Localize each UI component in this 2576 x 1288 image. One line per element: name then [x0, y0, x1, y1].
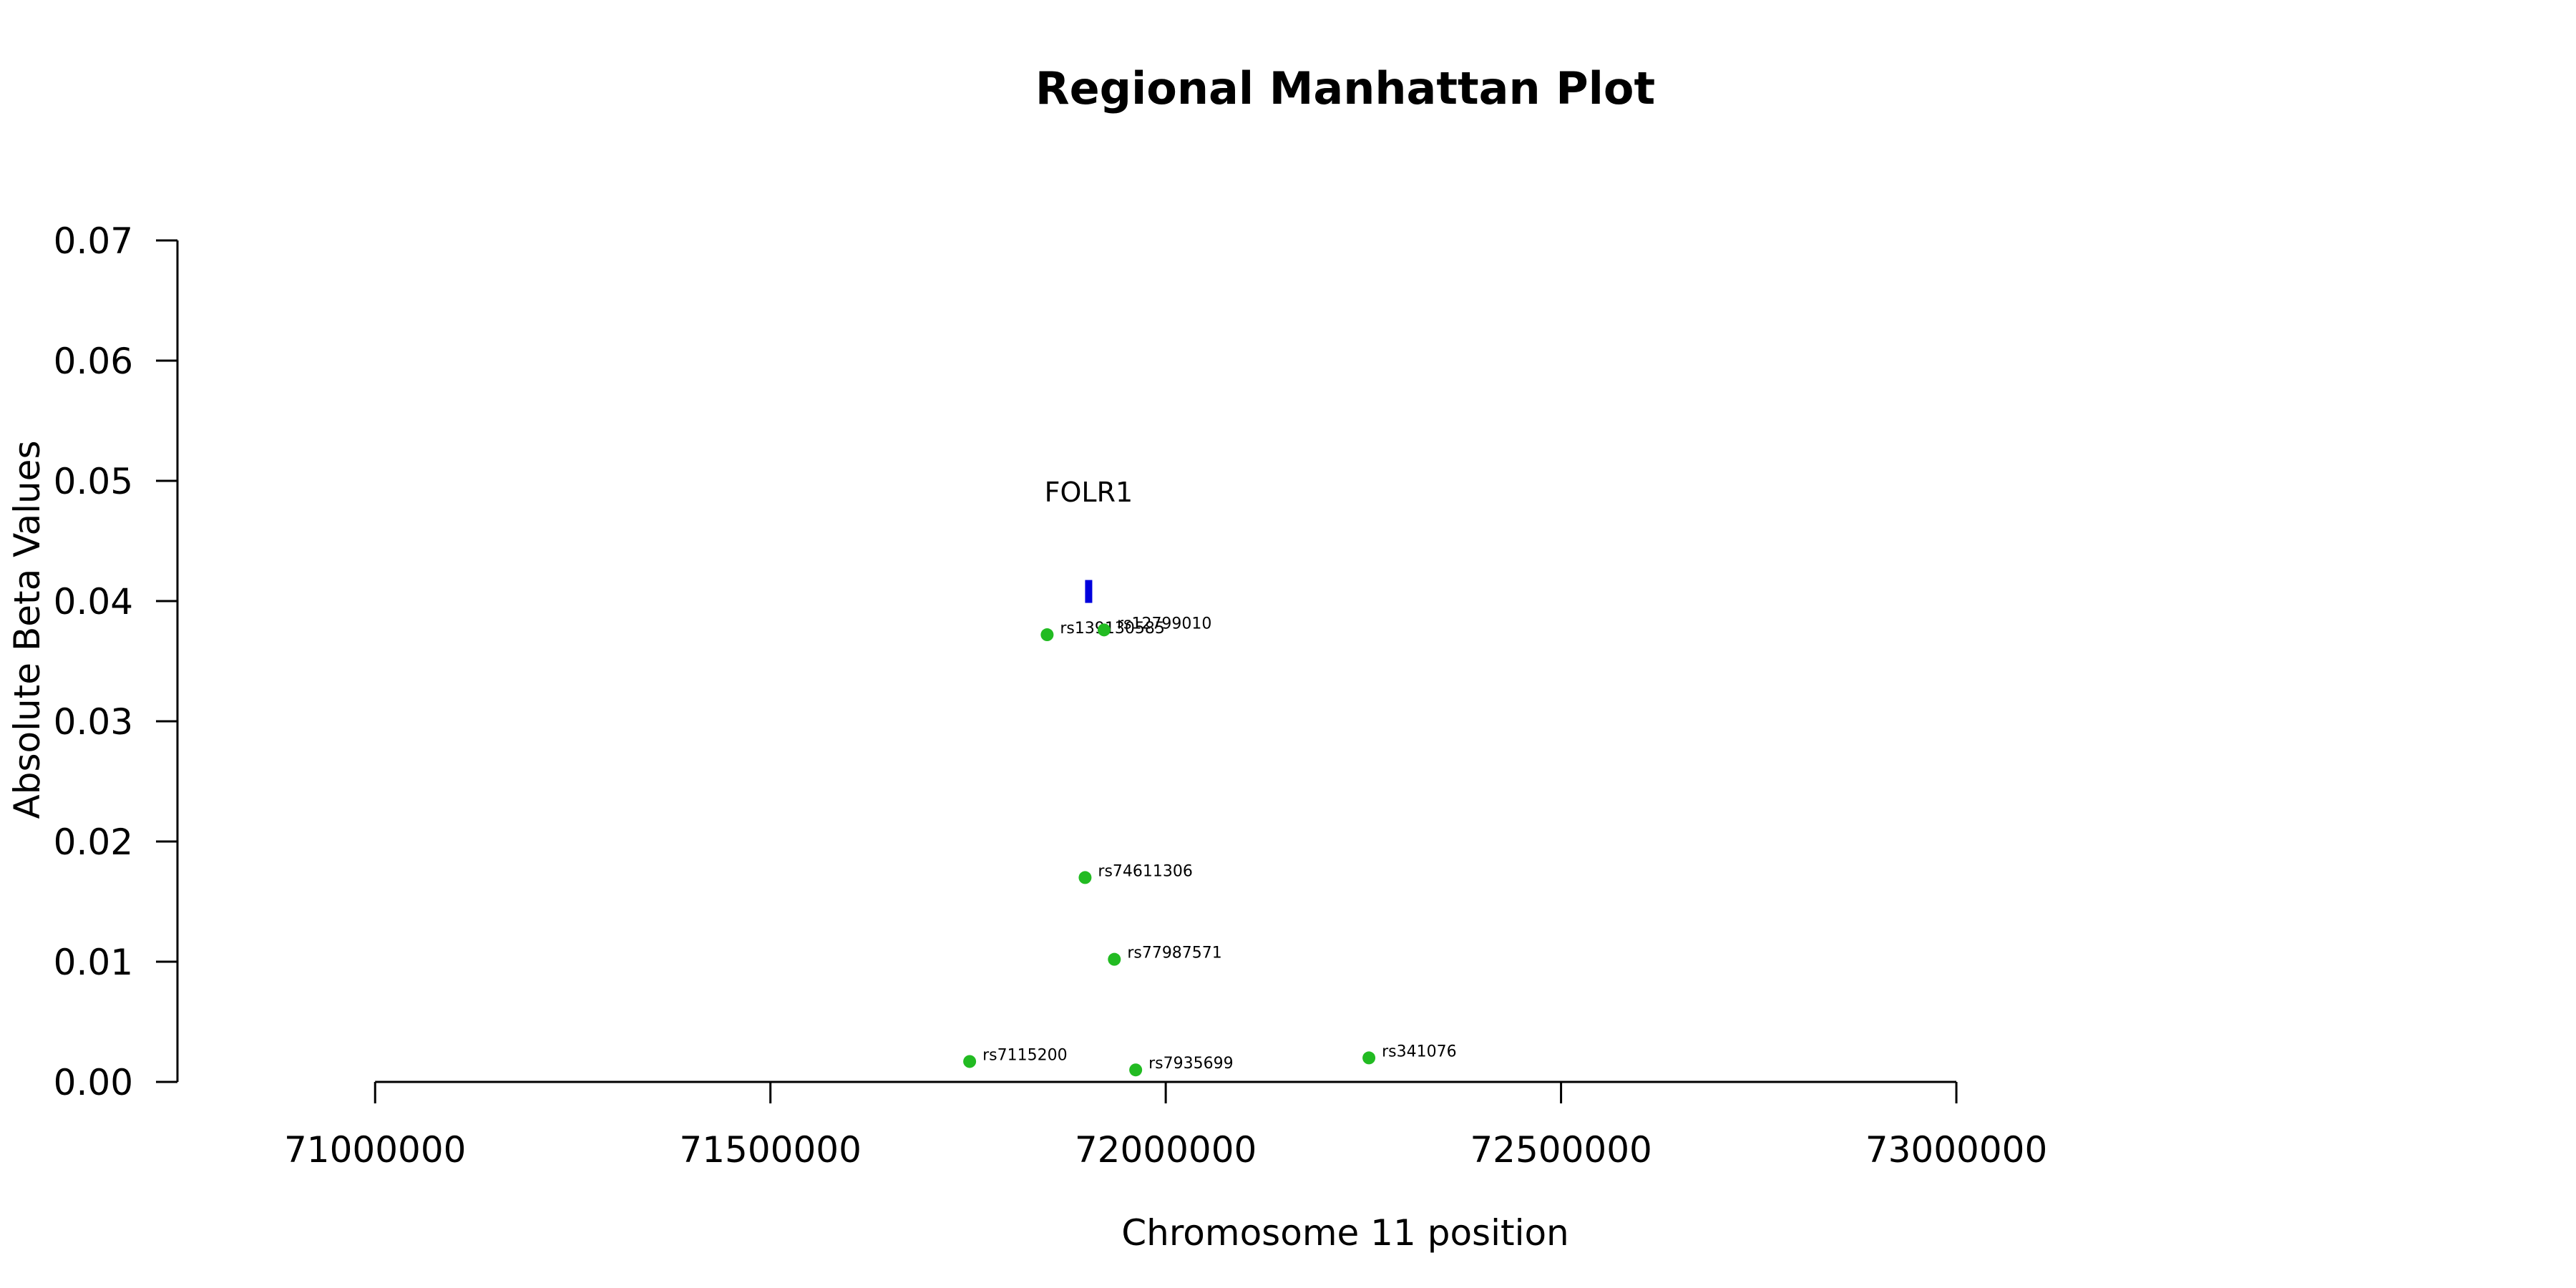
y-tick-label: 0.06	[54, 341, 133, 382]
snp-label: rs12799010	[1117, 615, 1211, 633]
chart-title: Regional Manhattan Plot	[1035, 62, 1655, 114]
snp-label: rs7935699	[1148, 1055, 1234, 1073]
gene-track: FOLR1	[1045, 477, 1133, 603]
x-tick-label: 71500000	[679, 1129, 862, 1171]
snp-label: rs77987571	[1127, 945, 1221, 962]
y-tick-label: 0.03	[54, 701, 133, 743]
snp-point	[1362, 1051, 1376, 1065]
snp-label: rs7115200	[982, 1046, 1068, 1064]
y-tick-label: 0.02	[54, 821, 133, 863]
y-tick-label: 0.01	[54, 942, 133, 983]
snp-label: rs139130585	[1060, 620, 1164, 638]
snp-point	[1129, 1063, 1143, 1077]
y-tick-label: 0.00	[54, 1062, 133, 1103]
snp-point	[1040, 628, 1054, 642]
x-axis-title: Chromosome 11 position	[1121, 1212, 1569, 1254]
x-tick-label: 71000000	[284, 1129, 467, 1171]
snp-label: rs341076	[1382, 1043, 1457, 1060]
y-axis: 0.00 0.01 0.02 0.03 0.04 0.05 0.06 0.07	[54, 220, 179, 1103]
y-tick-label: 0.05	[54, 461, 133, 502]
snp-point	[1078, 871, 1092, 884]
snp-point	[963, 1055, 977, 1068]
x-tick-label: 72000000	[1075, 1129, 1257, 1171]
snp-label: rs74611306	[1098, 862, 1192, 880]
gene-label: FOLR1	[1045, 477, 1133, 508]
y-tick-label: 0.07	[54, 220, 133, 262]
x-tick-label: 73000000	[1865, 1129, 2048, 1171]
y-tick-label: 0.04	[54, 581, 133, 623]
snp-point	[1108, 952, 1121, 966]
y-axis-title: Absolute Beta Values	[6, 441, 48, 819]
x-tick-label: 72500000	[1470, 1129, 1652, 1171]
x-axis: 71000000 71500000 72000000 72500000 73000000	[284, 1080, 2048, 1171]
gene-marker	[1085, 580, 1093, 603]
snp-point	[1097, 623, 1111, 637]
